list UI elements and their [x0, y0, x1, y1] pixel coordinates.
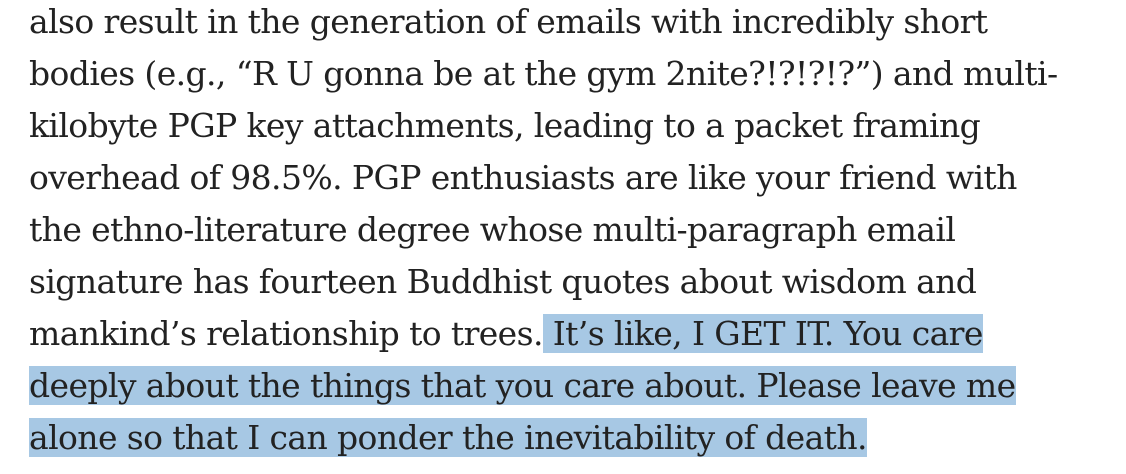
text-line: mankind’s relationship to trees. It’s li…	[29, 308, 983, 360]
selected-text[interactable]: alone so that I can ponder the inevitabi…	[29, 418, 867, 457]
text-line-content: the ethno-literature degree whose multi-…	[29, 210, 956, 249]
text-line: the ethno-literature degree whose multi-…	[29, 204, 956, 256]
text-line: deeply about the things that you care ab…	[29, 360, 1016, 412]
text-line-content: mankind’s relationship to trees.	[29, 314, 543, 353]
text-line: also result in the generation of emails …	[29, 0, 988, 48]
text-line: bodies (e.g., “R U gonna be at the gym 2…	[29, 48, 1058, 100]
text-line: signature has fourteen Buddhist quotes a…	[29, 256, 977, 308]
text-line: alone so that I can ponder the inevitabi…	[29, 412, 867, 464]
text-line: kilobyte PGP key attachments, leading to…	[29, 100, 981, 152]
text-line-content: also result in the generation of emails …	[29, 2, 988, 41]
selected-text[interactable]: It’s like, I GET IT. You care	[542, 314, 983, 353]
text-line-content: bodies (e.g., “R U gonna be at the gym 2…	[29, 54, 1058, 93]
selected-text[interactable]: deeply about the things that you care ab…	[29, 366, 1016, 405]
text-line-content: kilobyte PGP key attachments, leading to…	[29, 106, 981, 145]
text-line-content: overhead of 98.5%. PGP enthusiasts are l…	[29, 158, 1017, 197]
text-line: overhead of 98.5%. PGP enthusiasts are l…	[29, 152, 1017, 204]
text-line-content: signature has fourteen Buddhist quotes a…	[29, 262, 977, 301]
